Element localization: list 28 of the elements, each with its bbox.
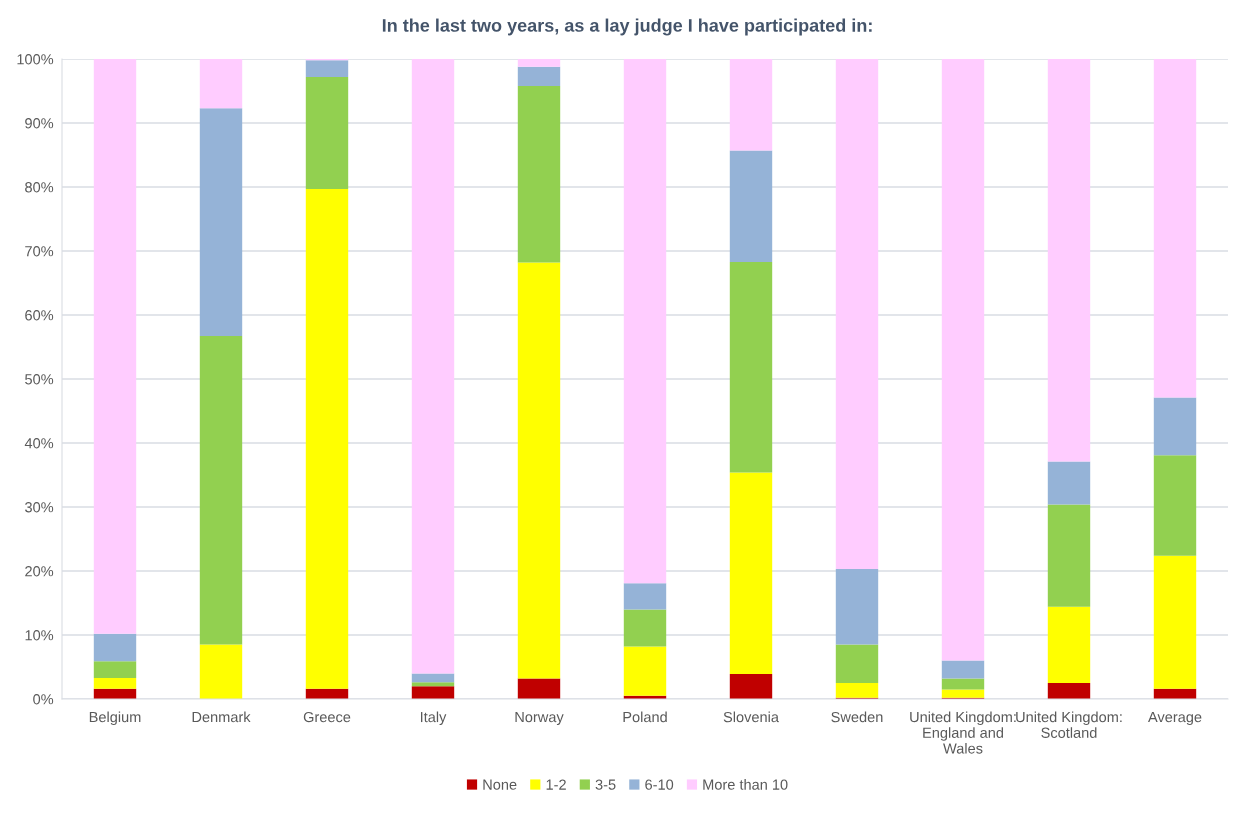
x-tick-label: United Kingdom: England and Wales <box>910 711 1016 754</box>
legend-label: 1-2 <box>546 779 566 790</box>
y-tick-label: 100% <box>17 54 54 65</box>
y-tick-label: 20% <box>25 566 54 577</box>
legend-label: 6-10 <box>645 779 674 790</box>
x-tick-label: Poland <box>623 711 667 723</box>
y-tick-label: 0% <box>33 694 54 705</box>
y-tick-label: 40% <box>24 438 54 449</box>
x-tick-label: Belgium <box>89 711 141 726</box>
x-tick-label: Average <box>1148 712 1202 726</box>
legend-label: 3-5 <box>595 779 616 790</box>
x-tick-label: United Kingdom: Scotland <box>1016 711 1122 738</box>
y-tick-label: 90% <box>25 118 54 129</box>
x-tick-label: Slovenia <box>723 711 779 723</box>
x-tick-label: Norway <box>515 712 564 726</box>
y-tick-label: 70% <box>25 246 54 257</box>
y-tick-label: 80% <box>25 182 54 193</box>
y-tick-label: 50% <box>25 374 54 385</box>
chart-title: In the last two years, as a lay judge I have participated in: <box>382 18 872 36</box>
x-tick-label: Sweden <box>831 711 883 723</box>
legend-label: More than 10 <box>703 779 788 790</box>
x-tick-label: Denmark <box>192 711 251 723</box>
legend-label: None <box>483 779 517 790</box>
y-tick-label: 30% <box>25 502 54 513</box>
y-tick-label: 10% <box>25 630 54 641</box>
x-tick-label: Greece <box>303 711 351 723</box>
y-tick-label: 60% <box>25 310 54 321</box>
x-tick-label: Italy <box>420 711 447 726</box>
